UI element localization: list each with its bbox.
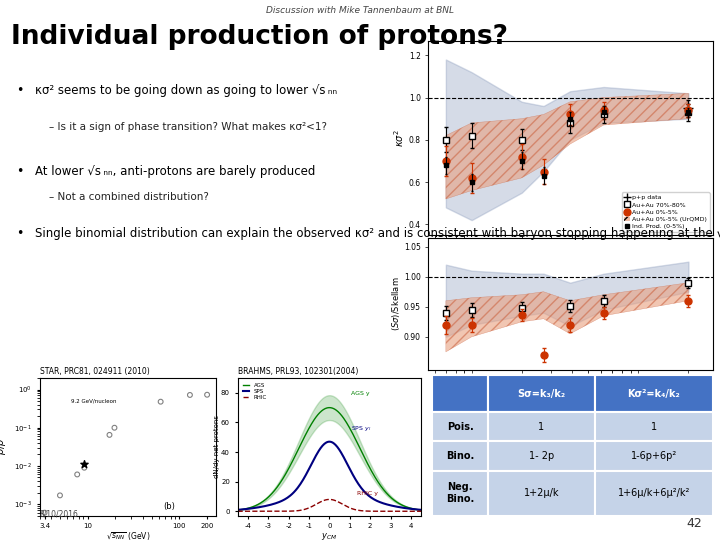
Text: SPS $y_l$: SPS $y_l$	[351, 424, 372, 433]
Text: Single binomial distribution can explain the observed κσ² and is consistent with: Single binomial distribution can explain…	[35, 227, 720, 240]
Point	[71, 470, 83, 479]
X-axis label: $\sqrt{s_{NN}}$ (GeV): $\sqrt{s_{NN}}$ (GeV)	[106, 531, 150, 540]
Text: 1-6p+6p²: 1-6p+6p²	[631, 451, 677, 461]
Y-axis label: $(S\sigma)/\mathrm{Skellam}$: $(S\sigma)/\mathrm{Skellam}$	[390, 276, 402, 331]
Text: •: •	[16, 165, 23, 178]
Text: 42: 42	[686, 517, 702, 530]
Text: AGS y: AGS y	[351, 390, 370, 395]
Point	[78, 463, 90, 472]
Text: Sσ=k₃/k₂: Sσ=k₃/k₂	[518, 389, 566, 399]
Bar	[432, 471, 488, 516]
Legend: AGS, SPS, RHIC: AGS, SPS, RHIC	[240, 381, 269, 402]
Text: κσ² seems to be going down as going to lower √s ₙₙ: κσ² seems to be going down as going to l…	[35, 84, 337, 97]
Text: 1- 2p: 1- 2p	[529, 451, 554, 461]
Text: 1+6μ/k+6μ²/k²: 1+6μ/k+6μ²/k²	[618, 488, 690, 498]
Bar	[595, 441, 713, 471]
Point	[54, 491, 66, 500]
Text: •: •	[16, 227, 23, 240]
Bar	[488, 412, 595, 441]
Bar	[432, 375, 488, 412]
Point	[155, 397, 166, 406]
Bar	[432, 441, 488, 471]
Text: 8/10/2016: 8/10/2016	[40, 509, 78, 518]
Legend: p+p data, Au+Au 70%-80%, Au+Au 0%-5%, Au+Au 0%-5% (UrQMD), Ind. Prod. (0-5%): p+p data, Au+Au 70%-80%, Au+Au 0%-5%, Au…	[621, 192, 710, 232]
Bar	[488, 441, 595, 471]
Y-axis label: dN/dy net protons: dN/dy net protons	[214, 415, 220, 478]
Point	[104, 430, 115, 439]
Text: STAR, PRC81, 024911 (2010): STAR, PRC81, 024911 (2010)	[40, 367, 149, 376]
X-axis label: Colliding Energy $\sqrt{s_{NN}}$ (GeV): Colliding Energy $\sqrt{s_{NN}}$ (GeV)	[511, 386, 630, 401]
Text: 9.2 GeV/nucleon: 9.2 GeV/nucleon	[71, 399, 117, 404]
Bar	[595, 471, 713, 516]
Bar	[488, 471, 595, 516]
Point	[78, 460, 90, 469]
Point	[202, 390, 213, 399]
Text: 1: 1	[539, 422, 544, 431]
Bar	[595, 375, 713, 412]
Point	[39, 508, 50, 517]
Text: Discussion with Mike Tannenbaum at BNL: Discussion with Mike Tannenbaum at BNL	[266, 6, 454, 16]
Y-axis label: $\bar{p}/p$: $\bar{p}/p$	[0, 438, 9, 455]
Text: At lower √s ₙₙ, anti-protons are barely produced: At lower √s ₙₙ, anti-protons are barely …	[35, 165, 315, 178]
X-axis label: $y_{CM}$: $y_{CM}$	[321, 531, 338, 540]
Text: – Not a combined distribution?: – Not a combined distribution?	[49, 192, 209, 202]
Bar	[595, 412, 713, 441]
Y-axis label: $\kappa\sigma^2$: $\kappa\sigma^2$	[392, 129, 406, 147]
Text: Pois.: Pois.	[446, 422, 474, 431]
Text: RHIC y: RHIC y	[357, 491, 378, 496]
Text: Individual production of protons?: Individual production of protons?	[11, 24, 508, 50]
Text: Neg.
Bino.: Neg. Bino.	[446, 482, 474, 504]
Text: 1+2μ/k: 1+2μ/k	[523, 488, 559, 498]
Point	[184, 390, 196, 399]
Text: •: •	[16, 84, 23, 97]
Point	[109, 423, 120, 432]
Text: 1: 1	[651, 422, 657, 431]
Bar	[488, 375, 595, 412]
Bar	[432, 412, 488, 441]
Text: Bino.: Bino.	[446, 451, 474, 461]
Text: Kσ²=k₄/k₂: Kσ²=k₄/k₂	[627, 389, 680, 399]
Text: (b): (b)	[163, 502, 175, 511]
Text: BRAHMS, PRL93, 102301(2004): BRAHMS, PRL93, 102301(2004)	[238, 367, 358, 376]
Text: – Is it a sign of phase transition? What makes κσ²<1?: – Is it a sign of phase transition? What…	[49, 122, 327, 132]
